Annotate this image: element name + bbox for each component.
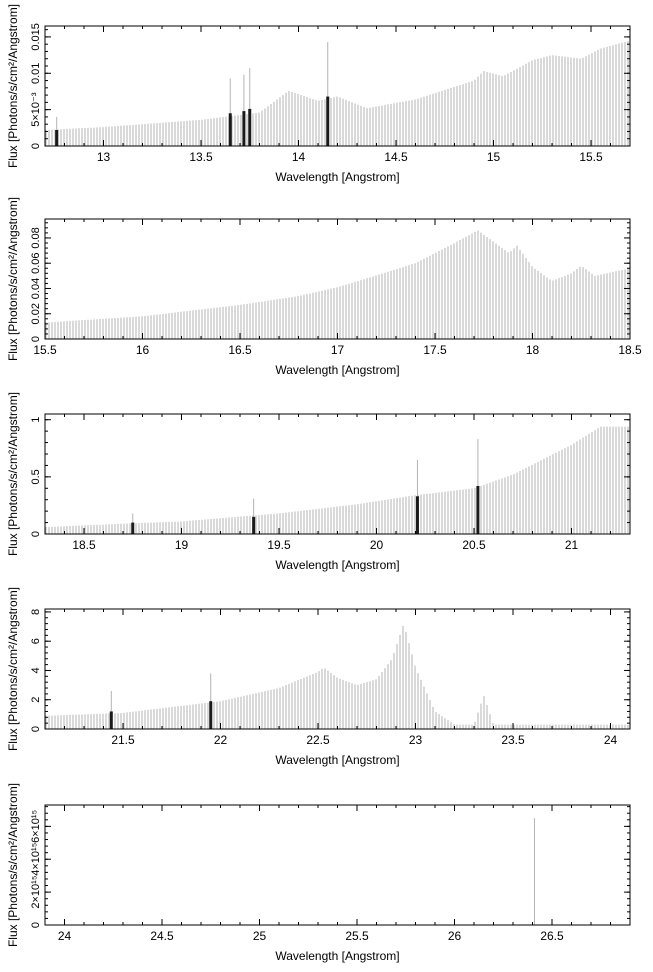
x-tick-label: 26.5 [540,929,564,943]
x-tick-label: 15 [487,150,501,164]
y-tick-label: 0 [30,143,42,149]
x-tick-label: 26 [448,929,462,943]
x-tick-label: 23 [409,733,423,747]
y-tick-label: 0.01 [30,63,42,84]
y-tick-label: 0.02 [30,303,42,324]
chart-panel-3: 18.5 19 19.5 20 20.5 21 0 0.5 1 Wavelength [Angst… [6,392,631,572]
plot-area [45,41,629,146]
x-tick-label: 17 [331,343,345,357]
y-axis-label: Flux [Photons/s/cm²/Angstrom] [6,4,20,168]
x-axis-label: Wavelength [Angstrom] [275,170,399,184]
y-axis-label: Flux [Photons/s/cm²/Angstrom] [6,392,20,556]
plot-area [45,626,629,729]
x-tick-label: 22 [214,733,228,747]
x-tick-label: 15.5 [579,150,603,164]
y-tick-label: 6 [30,638,42,644]
y-tick-label: 0.08 [30,227,42,248]
highlighted-bar [55,130,59,146]
y-tick-label: 0.06 [30,252,42,273]
y-axis-label: Flux [Photons/s/cm²/Angstrom] [6,587,20,751]
highlighted-bar [326,96,330,146]
highlighted-bar [248,108,252,146]
x-tick-label: 18.5 [72,538,96,552]
x-axis-label: Wavelength [Angstrom] [275,949,399,963]
highlighted-bar [415,496,419,534]
x-tick-label: 19 [175,538,189,552]
highlighted-bar [242,111,246,146]
y-tick-label: 5×10⁻³ [30,92,42,127]
x-tick-label: 18.5 [618,343,642,357]
x-tick-label: 19.5 [267,538,291,552]
highlighted-bar [228,113,232,146]
highlighted-bar [252,516,256,534]
plot-area [45,230,629,339]
x-tick-label: 25 [253,929,267,943]
x-tick-label: 16 [136,343,150,357]
y-tick-label: 0 [30,922,42,928]
y-tick-label: 0.5 [30,469,42,484]
chart-panel-2: 15.5 16 16.5 17 17.5 18 18.5 0 0.02 0.04 0.06 0.08 W… [6,197,642,377]
y-tick-label: 2 [30,697,42,703]
x-tick-label: 21.5 [111,733,135,747]
y-tick-label: 4 [30,667,42,673]
highlighted-bar [131,522,135,534]
x-tick-label: 16.5 [228,343,252,357]
y-tick-label: 0 [30,336,42,342]
x-tick-label: 20.5 [462,538,486,552]
x-axis-label: Wavelength [Angstrom] [275,363,399,377]
y-tick-label: 0 [30,531,42,537]
x-tick-label: 13.5 [189,150,213,164]
x-tick-label: 20 [370,538,384,552]
y-tick-label: 8 [30,609,42,615]
y-axis-label: Flux [Photons/s/cm²/Angstrom] [6,783,20,947]
plot-frame [44,804,631,926]
x-tick-label: 24.5 [150,929,174,943]
y-tick-label: 2×10¹⁵ [30,876,42,909]
x-tick-label: 22.5 [306,733,330,747]
x-tick-label: 17.5 [423,343,447,357]
x-axis-label: Wavelength [Angstrom] [275,558,399,572]
y-tick-label: 6×10¹⁵ [30,810,42,843]
x-tick-label: 14 [292,150,306,164]
highlighted-bar [109,711,113,729]
y-tick-label: 0.04 [30,278,42,299]
highlighted-bar [209,701,213,729]
highlighted-bar [476,486,480,534]
x-tick-label: 14.5 [384,150,408,164]
x-tick-label: 25.5 [345,929,369,943]
plot-area [45,426,629,534]
y-tick-label: 4×10¹⁵ [30,843,42,876]
x-tick-label: 15.5 [33,343,57,357]
x-tick-label: 21 [565,538,579,552]
y-tick-label: 0 [30,726,42,732]
x-tick-label: 18 [526,343,540,357]
x-tick-label: 13 [97,150,111,164]
y-tick-label: 0.015 [30,23,42,51]
x-tick-label: 23.5 [501,733,525,747]
x-axis-label: Wavelength [Angstrom] [275,753,399,767]
chart-panel-1: 13 13.5 14 14.5 15 15.5 0 5×10⁻³ 0.01 0.015 Wavele… [6,4,631,184]
y-tick-label: 1 [30,417,42,423]
x-tick-label: 24 [604,733,618,747]
x-tick-label: 24 [58,929,72,943]
y-axis-label: Flux [Photons/s/cm²/Angstrom] [6,197,20,361]
